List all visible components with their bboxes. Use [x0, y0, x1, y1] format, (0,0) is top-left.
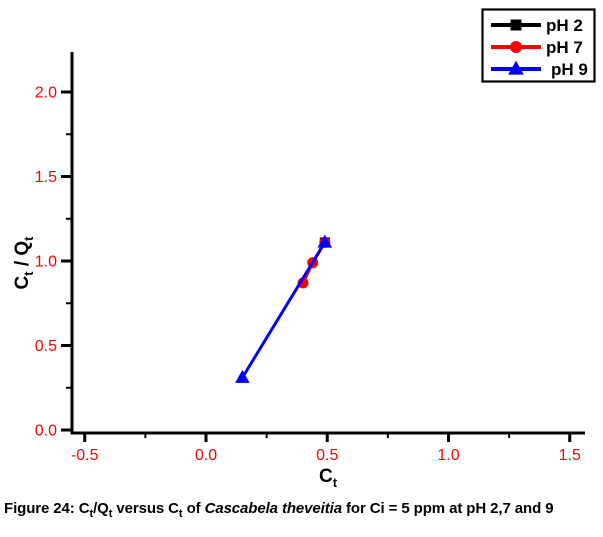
y-tick-label: 1.5 [35, 169, 57, 186]
series-ph9 [235, 234, 333, 383]
data-point-marker [317, 234, 333, 248]
chart-canvas: -0.5 0.0 0.5 1.0 1.5 0.0 0.5 1.0 1.5 2.0 Ct Ct / Qt… [12, 8, 596, 490]
legend-label: pH 2 [546, 16, 583, 35]
x-tick-label: -0.5 [71, 447, 99, 464]
legend-marker [510, 19, 522, 31]
y-tick-label: 0.0 [35, 423, 57, 440]
caption-segment: versus C [112, 500, 179, 517]
caption-segment: /Q [93, 500, 109, 517]
x-tick-label: 0.0 [195, 447, 217, 464]
x-tick-label: 1.5 [559, 447, 581, 464]
legend-label: pH 7 [546, 38, 583, 57]
legend-label: pH 9 [551, 60, 588, 79]
caption-segment: Figure 24: C [4, 500, 90, 517]
caption-segment: t [108, 508, 113, 520]
legend-marker [510, 41, 522, 53]
y-axis-title: Ct / Qt [12, 236, 36, 290]
caption-segment: of [182, 500, 205, 517]
caption-segment: t [89, 508, 94, 520]
legend-marker [508, 60, 524, 75]
y-tick-label: 2.0 [35, 85, 57, 102]
x-tick-label: 1.0 [437, 447, 459, 464]
caption-segment: t [178, 508, 183, 520]
caption-segment: for Ci = 5 ppm at pH 2,7 and 9 [341, 500, 554, 517]
caption-segment: Cascabela theveitia [204, 500, 342, 517]
figure-caption: Figure 24: Ct/Qt versus Ct of Cascabela … [4, 500, 600, 520]
x-tick-label: 0.5 [316, 447, 338, 464]
series-line [241, 241, 327, 379]
x-axis-title: Ct [319, 466, 338, 490]
legend: pH 2 pH 7 pH 9 [481, 8, 596, 83]
data-point-marker [235, 369, 250, 383]
y-tick-label: 0.5 [35, 338, 57, 355]
y-tick-label: 1.0 [35, 254, 57, 271]
